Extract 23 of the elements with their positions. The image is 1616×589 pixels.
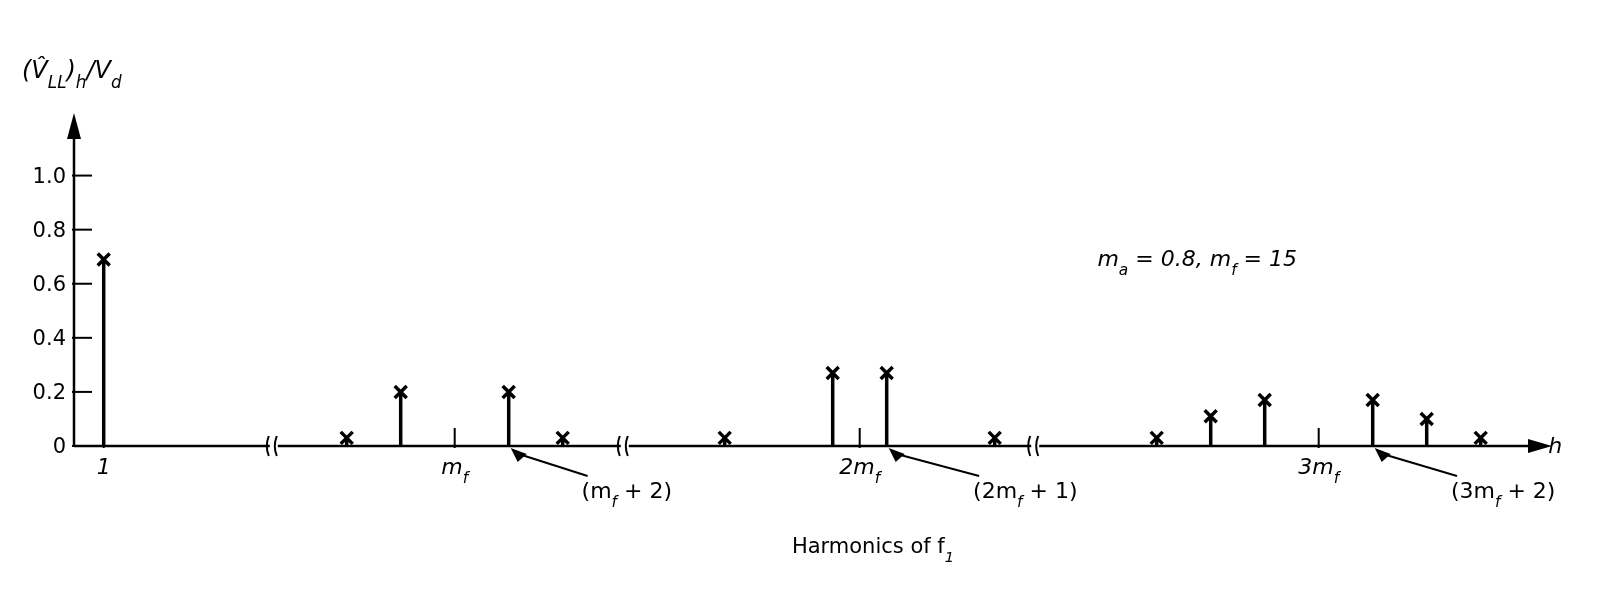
- y-tick-label: 1.0: [32, 163, 66, 188]
- annotation: m$_{a}$ = 0.8, m$_{f}$ = 15: [1097, 246, 1297, 279]
- text: (3m$_{f}$ + 2): [1451, 478, 1556, 511]
- x-axis-title: Harmonics of f$_{1}$: [791, 534, 955, 565]
- text: h: [1548, 433, 1563, 458]
- point: [1472, 430, 1489, 446]
- point: [1148, 430, 1165, 446]
- y-tick-label: 0.8: [32, 217, 66, 242]
- y-tick-label: 0.4: [32, 325, 66, 350]
- x-tick-label: 1: [96, 454, 111, 479]
- y-tick-label: 0.6: [32, 271, 66, 296]
- y-axis-title: (V̂$_{LL}$)$_{h}$/V$_{d}$: [22, 55, 123, 92]
- point: [716, 430, 733, 446]
- point: [338, 430, 355, 446]
- x-tick-label: m$_{f}$: [441, 454, 471, 487]
- text: (2m$_{f}$ + 1): [973, 478, 1078, 511]
- x-tick-label: 3m$_{f}$: [1298, 454, 1342, 487]
- y-tick-label: 0: [52, 434, 66, 458]
- x-tick-label: 2m$_{f}$: [839, 454, 883, 487]
- point: [554, 430, 571, 446]
- text: (m$_{f}$ + 2): [581, 478, 673, 511]
- y-tick-label: 0.2: [32, 379, 66, 404]
- point: [986, 430, 1003, 446]
